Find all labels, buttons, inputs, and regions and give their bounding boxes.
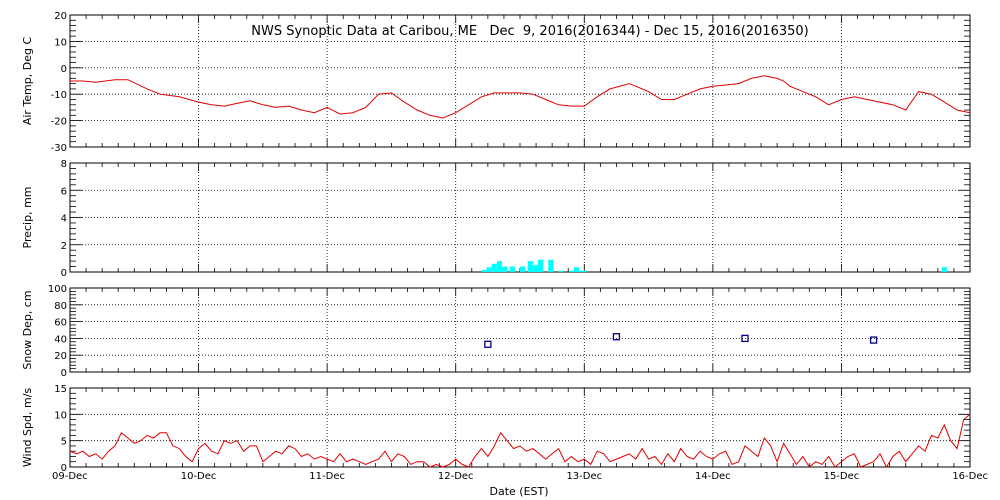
temp-panel: 20 10 0 -10 -20 -30 Air Temp, Deg C [21, 11, 971, 154]
temp-y-tick-label: -30 [51, 143, 67, 154]
precip-bar [502, 266, 508, 272]
wind-y-tick-label: 5 [61, 437, 67, 448]
snow-y-tick-label: 40 [54, 334, 67, 345]
precip-y-tick-label: 6 [61, 186, 67, 197]
snow-y-tick-label: 0 [61, 368, 67, 379]
precip-bar [481, 269, 487, 272]
temp-y-tick-label: -10 [51, 90, 67, 101]
snow-y-tick-label: 60 [54, 318, 67, 329]
precip-bar [509, 266, 515, 272]
x-tick-label: 12-Dec [438, 471, 474, 482]
precip-y-tick-label: 0 [61, 268, 67, 279]
x-tick-label: 16-Dec [952, 471, 988, 482]
precip-y-tick-label: 8 [61, 159, 67, 170]
precip-bar [568, 270, 574, 272]
precip-y-tick-label: 4 [61, 214, 67, 225]
snow-point [741, 334, 749, 343]
precip-bar [491, 263, 497, 272]
snow-point [612, 333, 621, 341]
x-tick-label: 15-Dec [824, 471, 860, 482]
temp-y-tick-label: 10 [54, 37, 67, 48]
temp-y-tick-label: 20 [54, 11, 67, 22]
wind-y-tick-label: 15 [54, 384, 67, 395]
wind-y-axis-label: Wind Spd, m/s [21, 388, 34, 468]
snow-point [484, 340, 492, 348]
chart-title: NWS Synoptic Data at Caribou, ME Dec 9, … [251, 24, 809, 39]
snow-y-axis-label: Snow Dep, cm [21, 290, 34, 369]
x-axis-label: Date (EST) [489, 485, 548, 498]
wind-panel: 0 5 10 15 Wind Spd, m/s [21, 384, 971, 474]
wind-y-tick-label: 0 [61, 463, 67, 474]
wind-y-tick-label: 10 [54, 410, 67, 421]
precip-bar [558, 270, 564, 272]
precip-bar [941, 267, 947, 272]
precip-panel: 0 2 4 6 8 Precip, mm [21, 159, 971, 279]
precip-bar [527, 261, 533, 272]
x-tick-label: 11-Dec [309, 471, 345, 482]
snow-point [869, 336, 878, 344]
temp-y-tick-label: -20 [51, 117, 67, 128]
precip-bar [581, 270, 587, 272]
precip-y-axis-label: Precip, mm [21, 187, 34, 249]
x-tick-label: 14-Dec [695, 471, 731, 482]
precip-bar [574, 267, 580, 272]
precip-bar [496, 261, 502, 272]
precip-bar [532, 265, 538, 272]
x-tick-label: 10-Dec [181, 471, 217, 482]
snow-panel: 0 20 40 60 80 100 Snow Dep, cm [21, 284, 971, 379]
x-tick-label: 13-Dec [566, 471, 602, 482]
snow-y-tick-label: 80 [54, 301, 67, 312]
precip-y-tick-label: 2 [61, 241, 67, 252]
temp-y-tick-label: 0 [61, 64, 67, 75]
precip-bar [520, 266, 526, 272]
temp-y-axis-label: Air Temp, Deg C [21, 37, 34, 126]
precip-bar [486, 267, 492, 272]
x-tick-label: 09-Dec [52, 471, 88, 482]
snow-y-tick-label: 100 [48, 284, 67, 295]
wind-series-line [69, 413, 971, 469]
snow-y-tick-label: 20 [54, 351, 67, 362]
temp-series-line [70, 75, 971, 119]
precip-bar [548, 259, 554, 272]
precip-bar [538, 259, 544, 272]
